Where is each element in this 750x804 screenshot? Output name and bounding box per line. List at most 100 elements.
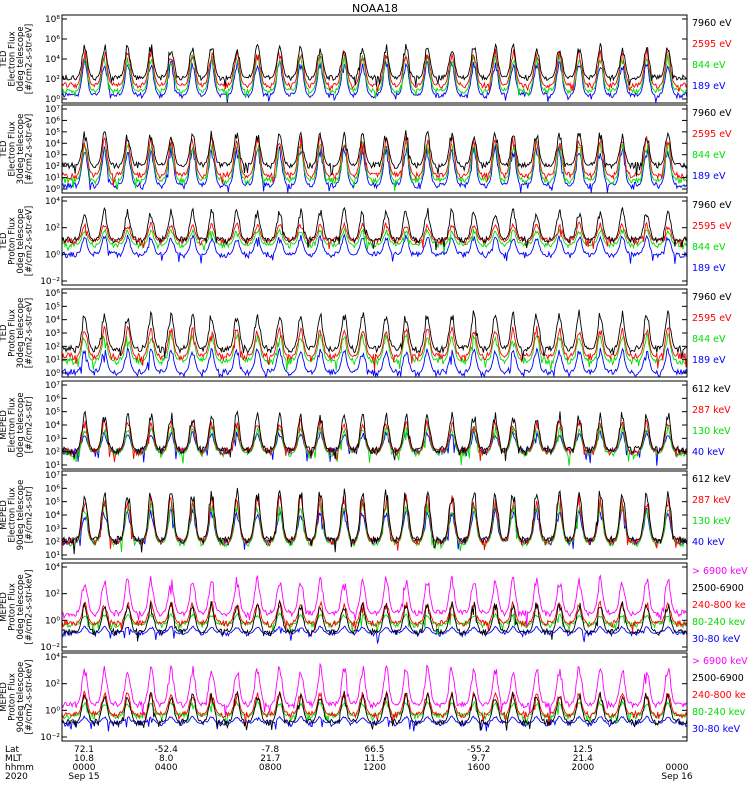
legend-label: 7960 eV bbox=[692, 292, 732, 303]
series-line-5-2 bbox=[62, 419, 687, 462]
y-tick-label: 10¹ bbox=[45, 174, 60, 184]
noaa18-figure: NOAA18 10⁸ 10⁶ 10⁴ 10² 10⁰ TED Electron Flux 0d… bbox=[0, 0, 750, 800]
legend-label: > 6900 keV bbox=[692, 656, 748, 667]
y-tick-label: 10³ bbox=[45, 524, 60, 534]
y-tick-label: 10⁴ bbox=[45, 139, 60, 149]
series-line-1-4 bbox=[62, 60, 687, 103]
y-tick-label: 10⁰ bbox=[45, 616, 60, 626]
x-tick-label: 0800 bbox=[259, 763, 282, 773]
legend-label: 844 eV bbox=[692, 150, 726, 161]
panels-group: 10⁸ 10⁶ 10⁴ 10² 10⁰ TEDElectron Flux0deg tele… bbox=[0, 15, 748, 743]
y-label-line: [#/cm2-s-str-keV] bbox=[25, 660, 35, 735]
series-line-8-1 bbox=[62, 664, 687, 716]
y-tick-label: 10⁴ bbox=[45, 55, 60, 65]
y-tick-label: 10² bbox=[45, 75, 60, 85]
legend-label: 844 eV bbox=[692, 334, 726, 345]
y-label-line: [#/cm2-s-str-keV] bbox=[25, 570, 35, 645]
y-tick-label: 10² bbox=[45, 538, 60, 548]
y-tick-label: 10⁷ bbox=[45, 381, 60, 391]
panel-frame bbox=[62, 381, 687, 469]
panel-8: 10⁴ 10² 10⁰ 10⁻² MEPEDProton Flux90deg teles… bbox=[0, 653, 748, 743]
series-line-6-3 bbox=[62, 502, 687, 552]
legend-label: 80-240 kev bbox=[692, 617, 746, 628]
y-tick-label: 10⁴ bbox=[45, 653, 60, 663]
series-line-6-1 bbox=[62, 488, 687, 554]
y-tick-label: 10⁰ bbox=[45, 250, 60, 260]
legend-label: 2595 eV bbox=[692, 313, 732, 324]
y-tick-label: 10² bbox=[45, 680, 60, 690]
y-tick-label: 10⁶ bbox=[45, 289, 60, 299]
x-tick-label: Sep 16 bbox=[661, 772, 693, 782]
y-tick-label: 10⁰ bbox=[45, 185, 60, 195]
y-tick-label: 10³ bbox=[45, 434, 60, 444]
legend-label: 2595 eV bbox=[692, 129, 732, 140]
y-tick-label: 10⁵ bbox=[45, 408, 60, 418]
series-line-2-1 bbox=[62, 130, 687, 176]
series-line-7-5 bbox=[62, 626, 687, 643]
y-tick-label: 10⁸ bbox=[45, 15, 60, 25]
legend-label: 844 eV bbox=[692, 242, 726, 253]
legend-label: > 6900 keV bbox=[692, 566, 748, 577]
legend-label: 612 keV bbox=[692, 474, 731, 485]
y-tick-label: 10⁴ bbox=[45, 563, 60, 573]
legend-label: 287 keV bbox=[692, 495, 731, 506]
y-label-line: [#/cm2-s-str-eV] bbox=[25, 114, 35, 184]
y-tick-label: 10⁰ bbox=[45, 369, 60, 379]
legend-label: 7960 eV bbox=[692, 108, 732, 119]
y-tick-label: 10² bbox=[45, 448, 60, 458]
y-axis-label: TEDElectron Flux30deg telescope[#/cm2-s-… bbox=[0, 114, 35, 185]
y-tick-label: 10⁶ bbox=[45, 116, 60, 126]
legend-label: 7960 eV bbox=[692, 18, 732, 29]
panel-6: 10⁷10⁶10⁵10⁴10³10²10¹MEPEDElectron Flux9… bbox=[0, 471, 731, 561]
y-tick-label: 10¹ bbox=[45, 551, 60, 561]
y-label-line: [#/cm2-s-str-eV] bbox=[25, 206, 35, 276]
y-tick-label: 10⁶ bbox=[45, 35, 60, 45]
legend-label: 40 keV bbox=[692, 537, 725, 548]
legend-label: 30-80 keV bbox=[692, 724, 741, 735]
panel-frame bbox=[62, 471, 687, 559]
y-tick-label: 10⁴ bbox=[45, 511, 60, 521]
legend-label: 2500-6900 bbox=[692, 673, 744, 684]
y-tick-label: 10³ bbox=[45, 329, 60, 339]
y-tick-label: 10⁻² bbox=[40, 733, 60, 743]
legend-label: 844 eV bbox=[692, 60, 726, 71]
y-axis-label: MEPEDProton Flux0deg telescope[#/cm2-s-s… bbox=[0, 570, 35, 645]
y-tick-label: 10⁶ bbox=[45, 394, 60, 404]
y-tick-label: 10² bbox=[45, 162, 60, 172]
legend-label: 40 keV bbox=[692, 447, 725, 458]
x-tick-label: 1600 bbox=[467, 763, 490, 773]
y-tick-label: 10⁰ bbox=[45, 706, 60, 716]
legend-label: 189 eV bbox=[692, 263, 726, 274]
y-tick-label: 10⁰ bbox=[45, 95, 60, 105]
x-tick-label: 0400 bbox=[155, 763, 178, 773]
x-tick-label: 2000 bbox=[571, 763, 594, 773]
y-tick-label: 10² bbox=[45, 224, 60, 234]
y-tick-label: 10² bbox=[45, 590, 60, 600]
y-label-line: [#/cm2-s-str-eV] bbox=[25, 298, 35, 368]
legend-label: 80-240 kev bbox=[692, 707, 746, 718]
panel-5: 10⁷10⁶10⁵10⁴10³10²10¹MEPEDElectron Flux0… bbox=[0, 381, 731, 471]
legend-label: 189 eV bbox=[692, 355, 726, 366]
legend-label: 189 eV bbox=[692, 81, 726, 92]
y-tick-label: 10³ bbox=[45, 151, 60, 161]
y-tick-label: 10⁻² bbox=[40, 277, 60, 287]
legend-label: 30-80 keV bbox=[692, 634, 741, 645]
y-tick-label: 10⁴ bbox=[45, 316, 60, 326]
panel-3: 10⁴10²10⁰10⁻²TEDProton Flux0deg telescop… bbox=[0, 197, 732, 287]
y-tick-label: 10⁻² bbox=[40, 643, 60, 653]
legend-label: 130 keV bbox=[692, 426, 731, 437]
x-row-label: 2020 bbox=[5, 772, 28, 782]
y-tick-label: 10⁵ bbox=[45, 128, 60, 138]
legend-label: 2595 eV bbox=[692, 39, 732, 50]
y-tick-label: 10⁶ bbox=[45, 484, 60, 494]
y-axis-label: TEDProton Flux30deg telescope[#/cm2-s-st… bbox=[0, 298, 35, 369]
y-label-line: [#/cm2-s-str] bbox=[25, 487, 35, 544]
y-label-line: [#/cm2-s-str-eV] bbox=[25, 24, 35, 94]
legend-label: 189 eV bbox=[692, 171, 726, 182]
y-tick-label: 10⁴ bbox=[45, 421, 60, 431]
panel-7: 10⁴ 10² 10⁰ 10⁻² MEPEDProton Flux0deg telesc… bbox=[0, 563, 748, 653]
